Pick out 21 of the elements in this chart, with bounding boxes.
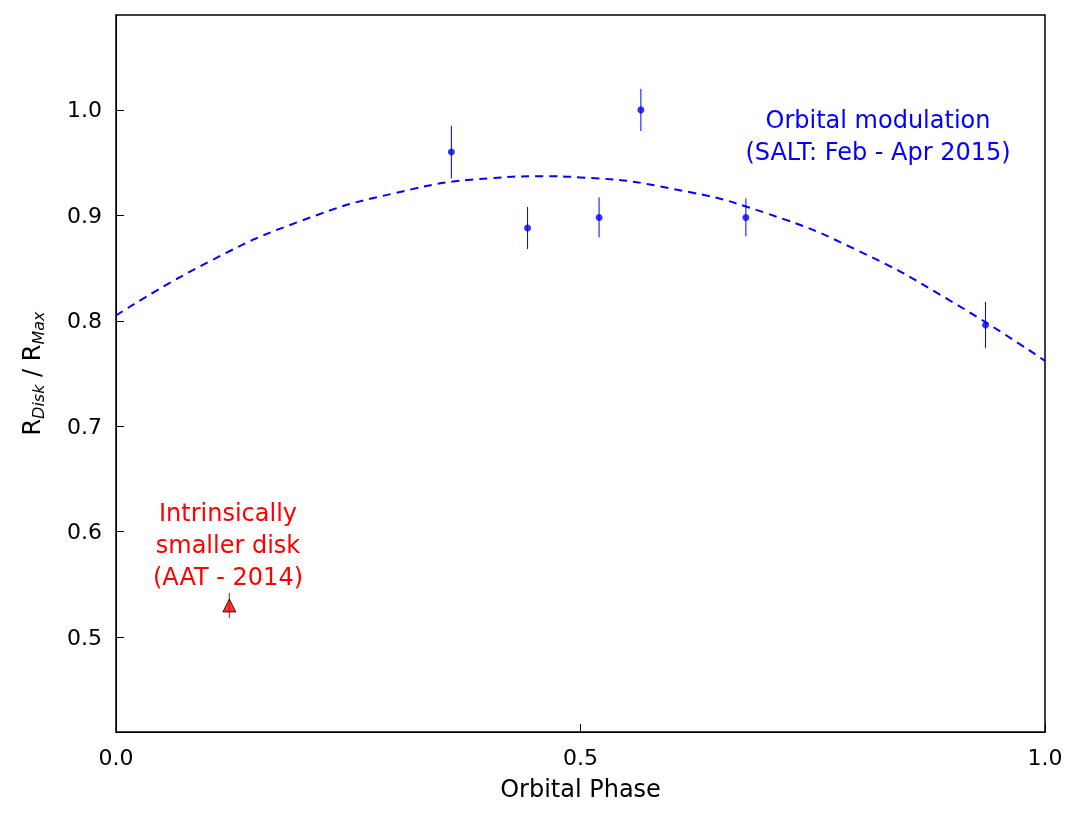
point [447, 148, 455, 156]
y-tick-label: 0.8 [67, 308, 102, 334]
x-tick-label: 1.0 [1027, 744, 1063, 770]
point [742, 213, 750, 221]
y-tick-label: 0.6 [67, 519, 102, 545]
point [595, 213, 603, 221]
point [637, 106, 645, 114]
annotation: Orbital modulation (SALT: Feb - Apr 2015) [745, 106, 1011, 166]
x-axis-title: Orbital Phase [500, 775, 661, 803]
point [222, 598, 237, 613]
y-tick-label: 0.5 [67, 624, 102, 650]
y-tick-label: 0.7 [67, 413, 102, 439]
line-series [115, 175, 1046, 362]
x-tick-label: 0.0 [98, 744, 134, 770]
y-tick-label: 0.9 [67, 202, 102, 228]
point [982, 321, 990, 329]
point [524, 224, 532, 232]
y-axis-title: RDisk / RMax [18, 310, 48, 436]
x-tick-label: 0.5 [563, 744, 598, 770]
annotation: Intrinsically smaller disk (AAT - 2014) [152, 499, 304, 591]
y-tick-label: 1.0 [67, 97, 102, 123]
